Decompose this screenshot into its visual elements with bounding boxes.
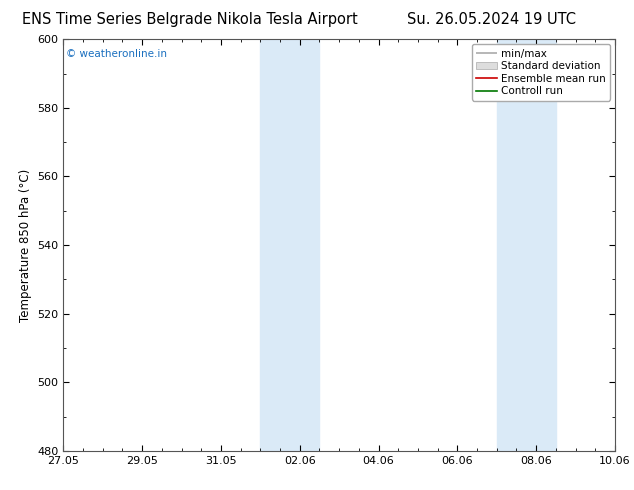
- Text: ENS Time Series Belgrade Nikola Tesla Airport: ENS Time Series Belgrade Nikola Tesla Ai…: [22, 12, 358, 27]
- Text: © weatheronline.in: © weatheronline.in: [66, 49, 167, 59]
- Text: Su. 26.05.2024 19 UTC: Su. 26.05.2024 19 UTC: [407, 12, 576, 27]
- Bar: [261, 39, 320, 451]
- Legend: min/max, Standard deviation, Ensemble mean run, Controll run: min/max, Standard deviation, Ensemble me…: [472, 45, 610, 100]
- Y-axis label: Temperature 850 hPa (°C): Temperature 850 hPa (°C): [19, 169, 32, 321]
- Bar: [497, 39, 556, 451]
